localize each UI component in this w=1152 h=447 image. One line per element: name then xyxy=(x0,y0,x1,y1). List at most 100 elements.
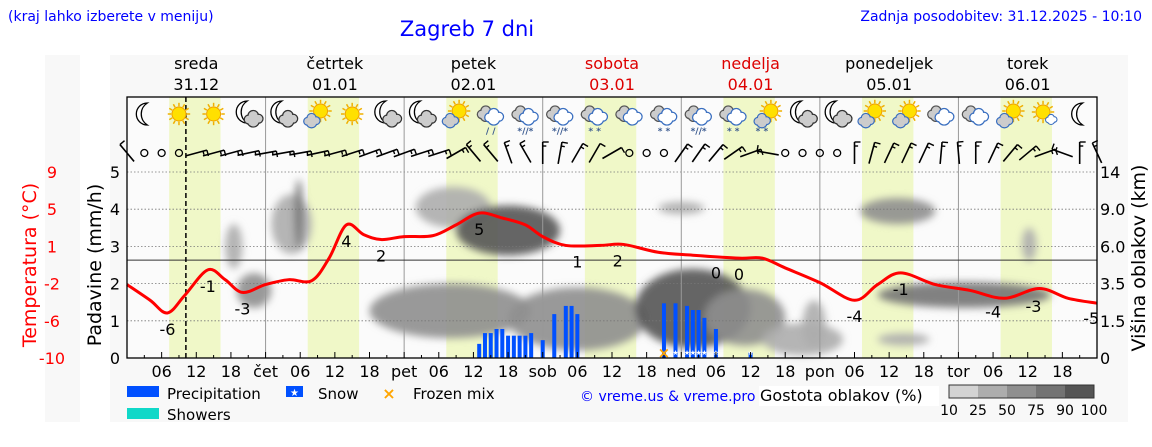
temperature-label: -4 xyxy=(985,303,1001,322)
temperature-label: 4 xyxy=(341,232,351,251)
cloud-density-step-label: 75 xyxy=(1027,403,1045,419)
temperature-label: 5 xyxy=(474,220,484,239)
hour-tick-label: 18 xyxy=(359,362,379,381)
day-name: četrtek xyxy=(306,54,364,73)
hour-tick-label: 06 xyxy=(983,362,1003,381)
cloud-legend-title: Gostota oblakov (%) xyxy=(760,386,923,405)
day-date: 05.01 xyxy=(866,75,912,94)
hour-tick-label: 12 xyxy=(1018,362,1038,381)
precip-tick-label: 3 xyxy=(110,237,120,256)
hour-tick-label: 18 xyxy=(914,362,934,381)
daylight-band xyxy=(308,97,359,358)
day-name: sobota xyxy=(585,54,639,73)
hour-tick-label: 12 xyxy=(740,362,760,381)
day-name: petek xyxy=(451,54,497,73)
hour-tick-label: 12 xyxy=(463,362,483,381)
hour-tick-label: 12 xyxy=(186,362,206,381)
temperature-label: 1 xyxy=(572,252,582,271)
snow-icon: * * xyxy=(588,127,601,137)
cloud-density-swatch xyxy=(978,385,1007,398)
frozen-mix-x-icon: × xyxy=(382,384,395,403)
daylight-band xyxy=(1001,97,1052,358)
precip-tick-label: 2 xyxy=(110,275,120,294)
cloud-density-patch xyxy=(878,333,930,345)
page-title: Zagreb 7 dni xyxy=(400,17,534,41)
hour-tick-label: 18 xyxy=(775,362,795,381)
snow-star-icon: ★ xyxy=(672,349,678,357)
cloud-height-tick-label: 6.0 xyxy=(1100,237,1125,256)
snow-icon: * * xyxy=(658,127,671,137)
precipitation-bar xyxy=(495,329,499,358)
cloud-height-tick-label: 14 xyxy=(1100,163,1120,182)
hour-tick-label: 12 xyxy=(879,362,899,381)
day-abbr-label: čet xyxy=(253,362,278,381)
legend-showers-label: Showers xyxy=(167,406,231,424)
last-updated: Zadnja posodobitev: 31.12.2025 - 10:10 xyxy=(860,9,1142,25)
sleet-icon: *//* xyxy=(691,127,707,137)
temperature-label: 2 xyxy=(376,247,386,266)
legend-precipitation-label: Precipitation xyxy=(167,385,261,403)
precipitation-bar xyxy=(477,344,481,358)
day-date: 02.01 xyxy=(451,75,497,94)
legend-frozen-mix-label: Frozen mix xyxy=(413,385,495,403)
cloud-density-swatch xyxy=(1065,385,1094,398)
precipitation-bar xyxy=(570,306,574,358)
hour-tick-label: 18 xyxy=(498,362,518,381)
cloud-density-patch xyxy=(370,284,532,339)
temperature-label: 2 xyxy=(613,252,623,271)
cloud-height-axis-title: Višina oblakov (km) xyxy=(1128,165,1150,352)
precipitation-bar xyxy=(564,306,568,358)
rain-icon: / / xyxy=(486,127,496,137)
snow-icon: * * xyxy=(727,127,740,137)
legend-showers-swatch xyxy=(127,408,159,419)
hour-tick-label: 18 xyxy=(221,362,241,381)
legend-precipitation-swatch xyxy=(127,386,159,397)
cloud-height-tick-label: 3.5 xyxy=(1100,275,1125,294)
precipitation-bar xyxy=(500,329,504,358)
cloud-height-tick-label: 0 xyxy=(1100,349,1110,368)
day-date: 31.12 xyxy=(173,75,219,94)
temperature-label: -3 xyxy=(1026,297,1042,316)
temperature-tick-label: -6 xyxy=(44,312,60,331)
temperature-label: -3 xyxy=(234,299,250,318)
day-date: 03.01 xyxy=(589,75,635,94)
cloud-density-step-label: 100 xyxy=(1081,403,1108,419)
hour-tick-label: 06 xyxy=(151,362,171,381)
cloud-density-swatch xyxy=(1036,385,1065,398)
hour-tick-label: 12 xyxy=(602,362,622,381)
cloud-density-step-label: 90 xyxy=(1056,403,1074,419)
precip-axis-title: Padavine (mm/h) xyxy=(84,184,106,347)
cloud-density-patch xyxy=(762,323,843,355)
legend-snow-label: Snow xyxy=(318,385,358,403)
cloud-density-patch xyxy=(860,198,935,224)
precip-tick-label: 5 xyxy=(110,163,120,182)
cloud-density-swatch xyxy=(1007,385,1036,398)
precipitation-bar xyxy=(483,333,487,358)
precipitation-bar xyxy=(512,336,516,358)
temperature-label: -1 xyxy=(893,280,909,299)
day-abbr-label: pet xyxy=(391,362,417,381)
precip-tick-label: 1 xyxy=(110,312,120,331)
star-icon: ★ xyxy=(290,388,299,399)
cloud-density-patch xyxy=(1022,228,1036,261)
day-name: nedelja xyxy=(721,54,780,73)
day-date: 04.01 xyxy=(728,75,774,94)
precipitation-bar xyxy=(523,336,527,358)
day-abbr-label: pon xyxy=(805,362,835,381)
hour-tick-label: 06 xyxy=(706,362,726,381)
copyright-link[interactable]: © vreme.us & vreme.pro xyxy=(580,389,755,405)
location-hint-link[interactable]: (kraj lahko izberete v meniju) xyxy=(8,9,214,25)
precipitation-bar xyxy=(529,333,533,358)
cloud-density-step-label: 10 xyxy=(940,403,958,419)
hour-tick-label: 18 xyxy=(1052,362,1072,381)
cloud-height-tick-label: 1.5 xyxy=(1100,312,1125,331)
hour-tick-label: 06 xyxy=(290,362,310,381)
temperature-label: -6 xyxy=(159,320,175,339)
precipitation-bar xyxy=(489,333,493,358)
day-abbr-label: sob xyxy=(529,362,557,381)
day-date: 06.01 xyxy=(1005,75,1051,94)
daylight-band xyxy=(169,97,220,358)
precipitation-bar xyxy=(518,336,522,358)
hour-tick-label: 12 xyxy=(325,362,345,381)
